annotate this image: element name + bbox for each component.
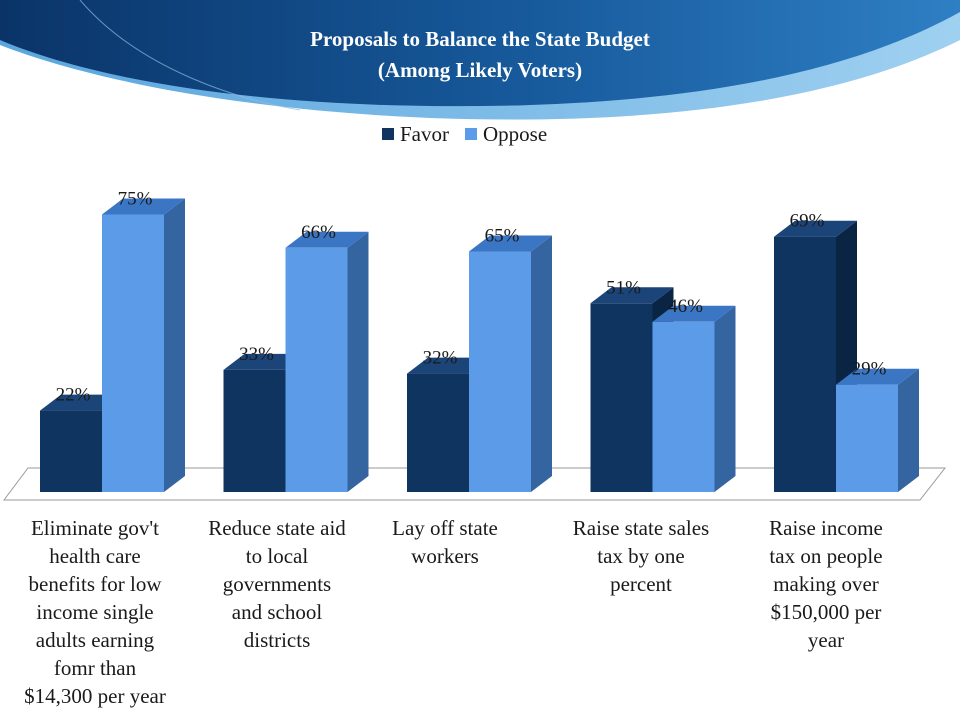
- category-label-line: percent: [610, 572, 672, 596]
- legend: Favor Oppose: [382, 121, 557, 147]
- data-label-favor-5: 69%: [790, 211, 825, 232]
- bar-front-face: [285, 247, 348, 492]
- data-label-favor-2: 33%: [239, 344, 274, 365]
- category-label-line: districts: [243, 628, 311, 652]
- header-shape-dark: [0, 0, 960, 107]
- bar-top-face: [102, 198, 185, 215]
- data-label-favor-3: 32%: [423, 348, 458, 369]
- category-label-line: tax by one: [597, 544, 685, 568]
- bar-top-face: [285, 231, 369, 248]
- bar-top-face: [836, 368, 919, 385]
- bar-side-face: [531, 235, 552, 492]
- data-label-oppose-3: 65%: [485, 226, 520, 247]
- header-banner: [0, 0, 960, 120]
- bar-front-face: [590, 303, 653, 492]
- category-label-line: fomr than: [53, 656, 137, 680]
- category-label-line: adults earning: [35, 628, 155, 652]
- bar-side-face: [347, 231, 369, 493]
- category-label-line: Eliminate gov't: [30, 516, 159, 540]
- category-label-line: Reduce state aid: [208, 516, 346, 540]
- bar-front-face: [774, 236, 836, 492]
- category-label-line: $150,000 per: [770, 600, 882, 624]
- category-label-line: making over: [773, 572, 879, 596]
- bar-oppose-4: [652, 305, 736, 492]
- category-label-line: Lay off state: [392, 516, 498, 540]
- category-label-line: and school: [231, 600, 323, 624]
- legend-label-favor: Favor: [400, 121, 449, 146]
- legend-label-oppose: Oppose: [483, 121, 548, 146]
- data-label-favor-4: 51%: [606, 277, 641, 298]
- value-labels-group: 22% 75% 33% 66% 32% 65% 51% 46% 69% 29%: [56, 189, 887, 406]
- category-label-3: Lay off state workers: [357, 514, 533, 570]
- category-label-5: Raise income tax on people making over $150…: [738, 514, 914, 654]
- category-label-2: Reduce state aid to local governments and s…: [189, 514, 365, 654]
- chart-title: Proposals to Balance the State Budget: [310, 27, 650, 51]
- category-label-line: to local: [245, 544, 309, 568]
- bar-top-face: [774, 220, 857, 237]
- bar-side-face: [898, 368, 919, 492]
- category-label-line: Raise state sales: [572, 516, 710, 540]
- data-label-favor-1: 22%: [56, 385, 91, 406]
- header-swoosh-line: [79, 0, 301, 111]
- bar-front-face: [102, 214, 164, 492]
- data-label-oppose-2: 66%: [301, 222, 336, 243]
- data-label-oppose-1: 75%: [118, 189, 153, 210]
- bar-top-face: [469, 235, 552, 252]
- category-label-line: tax on people: [769, 544, 883, 568]
- legend-item-favor: Favor: [382, 122, 449, 147]
- category-label-4: Raise state sales tax by one percent: [553, 514, 729, 598]
- legend-swatch-favor: [382, 128, 394, 140]
- bar-oppose-3: [469, 235, 552, 492]
- bar-side-face: [164, 198, 185, 492]
- bar-top-face: [590, 287, 674, 304]
- bar-front-face: [652, 321, 715, 492]
- category-label-line: benefits for low: [28, 572, 162, 596]
- bar-front-face: [223, 369, 286, 492]
- category-label-line: year: [807, 628, 845, 652]
- category-label-line: health care: [49, 544, 141, 568]
- category-label-line: governments: [222, 572, 332, 596]
- bars-group: [40, 198, 919, 493]
- data-label-oppose-4: 46%: [668, 296, 703, 317]
- bar-top-face: [652, 305, 736, 322]
- bar-oppose-5: [836, 368, 919, 492]
- category-label-line: workers: [411, 544, 479, 568]
- bar-front-face: [836, 384, 898, 492]
- category-label-line: $14,300 per year: [24, 684, 166, 708]
- legend-swatch-oppose: [465, 128, 477, 140]
- category-label-line: income single: [36, 600, 154, 624]
- category-label-line: Raise income: [769, 516, 883, 540]
- bar-side-face: [714, 305, 736, 492]
- category-label-1: Eliminate gov't health care benefits for l…: [7, 514, 183, 710]
- data-label-oppose-5: 29%: [852, 359, 887, 380]
- bar-front-face: [40, 410, 102, 492]
- bar-front-face: [407, 373, 469, 492]
- bar-oppose-1: [102, 198, 185, 492]
- bar-oppose-2: [285, 231, 369, 493]
- legend-item-oppose: Oppose: [465, 122, 547, 147]
- bar-front-face: [469, 251, 531, 492]
- chart-subtitle: (Among Likely Voters): [377, 58, 583, 82]
